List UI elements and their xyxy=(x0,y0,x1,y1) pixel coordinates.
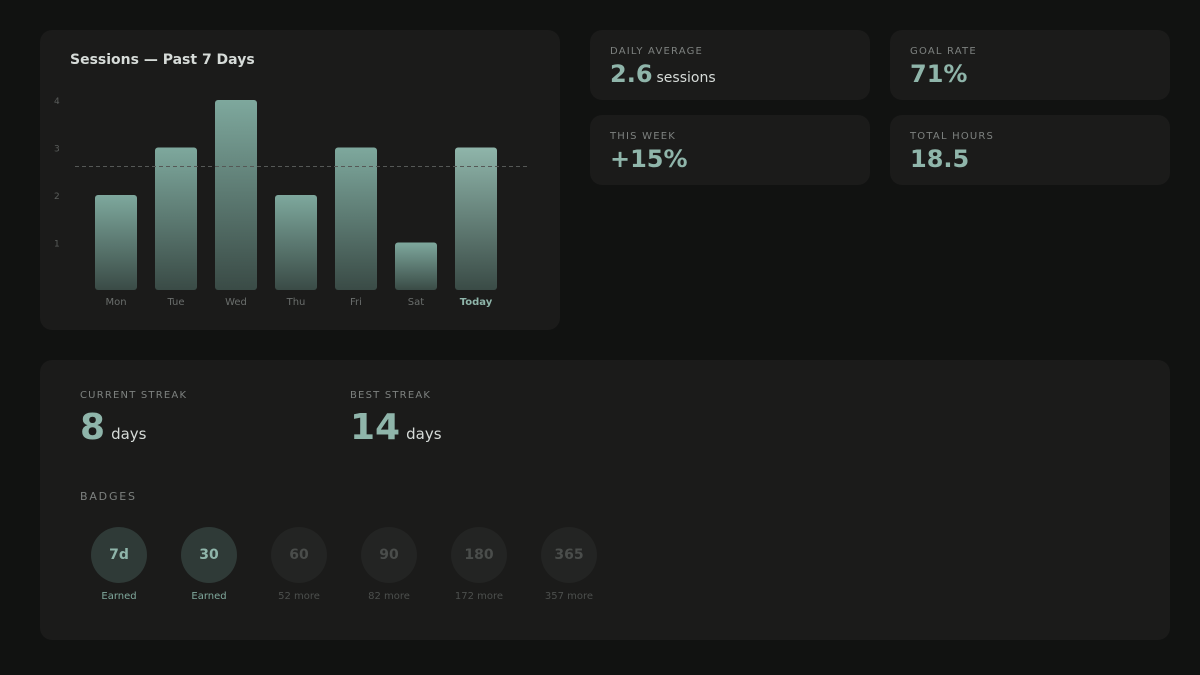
bar-mon[interactable] xyxy=(95,195,137,290)
y-tick-label-2: 2 xyxy=(54,192,60,202)
bar-thu[interactable] xyxy=(275,195,317,290)
badge-7d[interactable]: 7d Earned xyxy=(90,527,148,602)
badge-circle: 90 xyxy=(361,527,417,583)
stat-label: GOAL RATE xyxy=(910,46,977,57)
badge-caption: 82 more xyxy=(368,591,410,602)
y-tick-label-4: 4 xyxy=(54,97,60,107)
y-tick-label-1: 1 xyxy=(54,240,60,250)
badge-365[interactable]: 365 357 more xyxy=(540,527,598,602)
stat-label: THIS WEEK xyxy=(610,131,676,142)
x-tick-label-mon: Mon xyxy=(105,297,126,308)
chart-title: Sessions — Past 7 Days xyxy=(70,52,255,68)
stat-unit: sessions xyxy=(656,70,716,86)
stat-card-goal-rate: GOAL RATE 71% xyxy=(890,30,1170,100)
stat-value: 18.5 xyxy=(910,145,970,173)
streak-unit: days xyxy=(406,425,442,443)
badge-180[interactable]: 180 172 more xyxy=(450,527,508,602)
badge-30[interactable]: 30 Earned xyxy=(180,527,238,602)
bar-wed[interactable] xyxy=(215,100,257,290)
x-tick-label-tue: Tue xyxy=(166,297,184,308)
x-tick-label-fri: Fri xyxy=(350,297,362,308)
bar-fri[interactable] xyxy=(335,147,377,291)
badge-circle: 30 xyxy=(181,527,237,583)
streak-value: 14 days xyxy=(350,407,442,448)
badge-caption: Earned xyxy=(191,591,227,602)
sessions-chart-card: 1 2 3 4 Mon Tue Wed Thu Fri Sat Today Sessions — P… xyxy=(40,30,560,330)
current-streak: CURRENT STREAK 8 days xyxy=(80,390,187,448)
badge-caption: 52 more xyxy=(278,591,320,602)
badge-60[interactable]: 60 52 more xyxy=(270,527,328,602)
best-streak: BEST STREAK 14 days xyxy=(350,390,442,448)
x-tick-label-thu: Thu xyxy=(286,297,306,308)
sessions-bar-chart: 1 2 3 4 Mon Tue Wed Thu Fri Sat Today xyxy=(54,97,528,308)
bar-today[interactable] xyxy=(455,147,497,291)
streak-value: 8 days xyxy=(80,407,187,448)
streak-label: CURRENT STREAK xyxy=(80,390,188,401)
x-tick-label-wed: Wed xyxy=(225,297,247,308)
badge-caption: Earned xyxy=(101,591,137,602)
badges-label: BADGES xyxy=(80,490,137,503)
x-tick-label-sat: Sat xyxy=(408,297,424,308)
y-tick-label-3: 3 xyxy=(54,145,60,155)
bar-sat[interactable] xyxy=(395,242,437,291)
stat-value: 71% xyxy=(910,60,968,88)
badge-caption: 357 more xyxy=(544,591,594,602)
badges-row: 7d Earned 30 Earned 60 52 more 90 82 mor… xyxy=(90,527,630,602)
streak-label: BEST STREAK xyxy=(350,390,432,401)
badge-90[interactable]: 90 82 more xyxy=(360,527,418,602)
stat-value: 2.6 sessions xyxy=(610,60,716,88)
x-tick-label-today: Today xyxy=(460,297,493,308)
streak-number: 8 xyxy=(80,407,106,448)
badge-circle: 7d xyxy=(91,527,147,583)
badge-circle: 365 xyxy=(541,527,597,583)
badge-circle: 60 xyxy=(271,527,327,583)
streak-unit: days xyxy=(111,425,147,443)
stat-card-this-week: THIS WEEK +15% xyxy=(590,115,870,185)
stat-number: 2.6 xyxy=(610,60,653,88)
badge-caption: 172 more xyxy=(454,591,504,602)
streak-number: 14 xyxy=(350,407,401,448)
stat-card-total-hours: TOTAL HOURS 18.5 xyxy=(890,115,1170,185)
stat-label: TOTAL HOURS xyxy=(910,131,995,142)
streak-card: CURRENT STREAK 8 days BEST STREAK 14 days … xyxy=(40,360,1170,640)
badge-circle: 180 xyxy=(451,527,507,583)
stat-value: +15% xyxy=(610,145,688,173)
bar-tue[interactable] xyxy=(155,147,197,291)
stat-card-daily-average: DAILY AVERAGE 2.6 sessions xyxy=(590,30,870,100)
stat-label: DAILY AVERAGE xyxy=(610,46,704,57)
